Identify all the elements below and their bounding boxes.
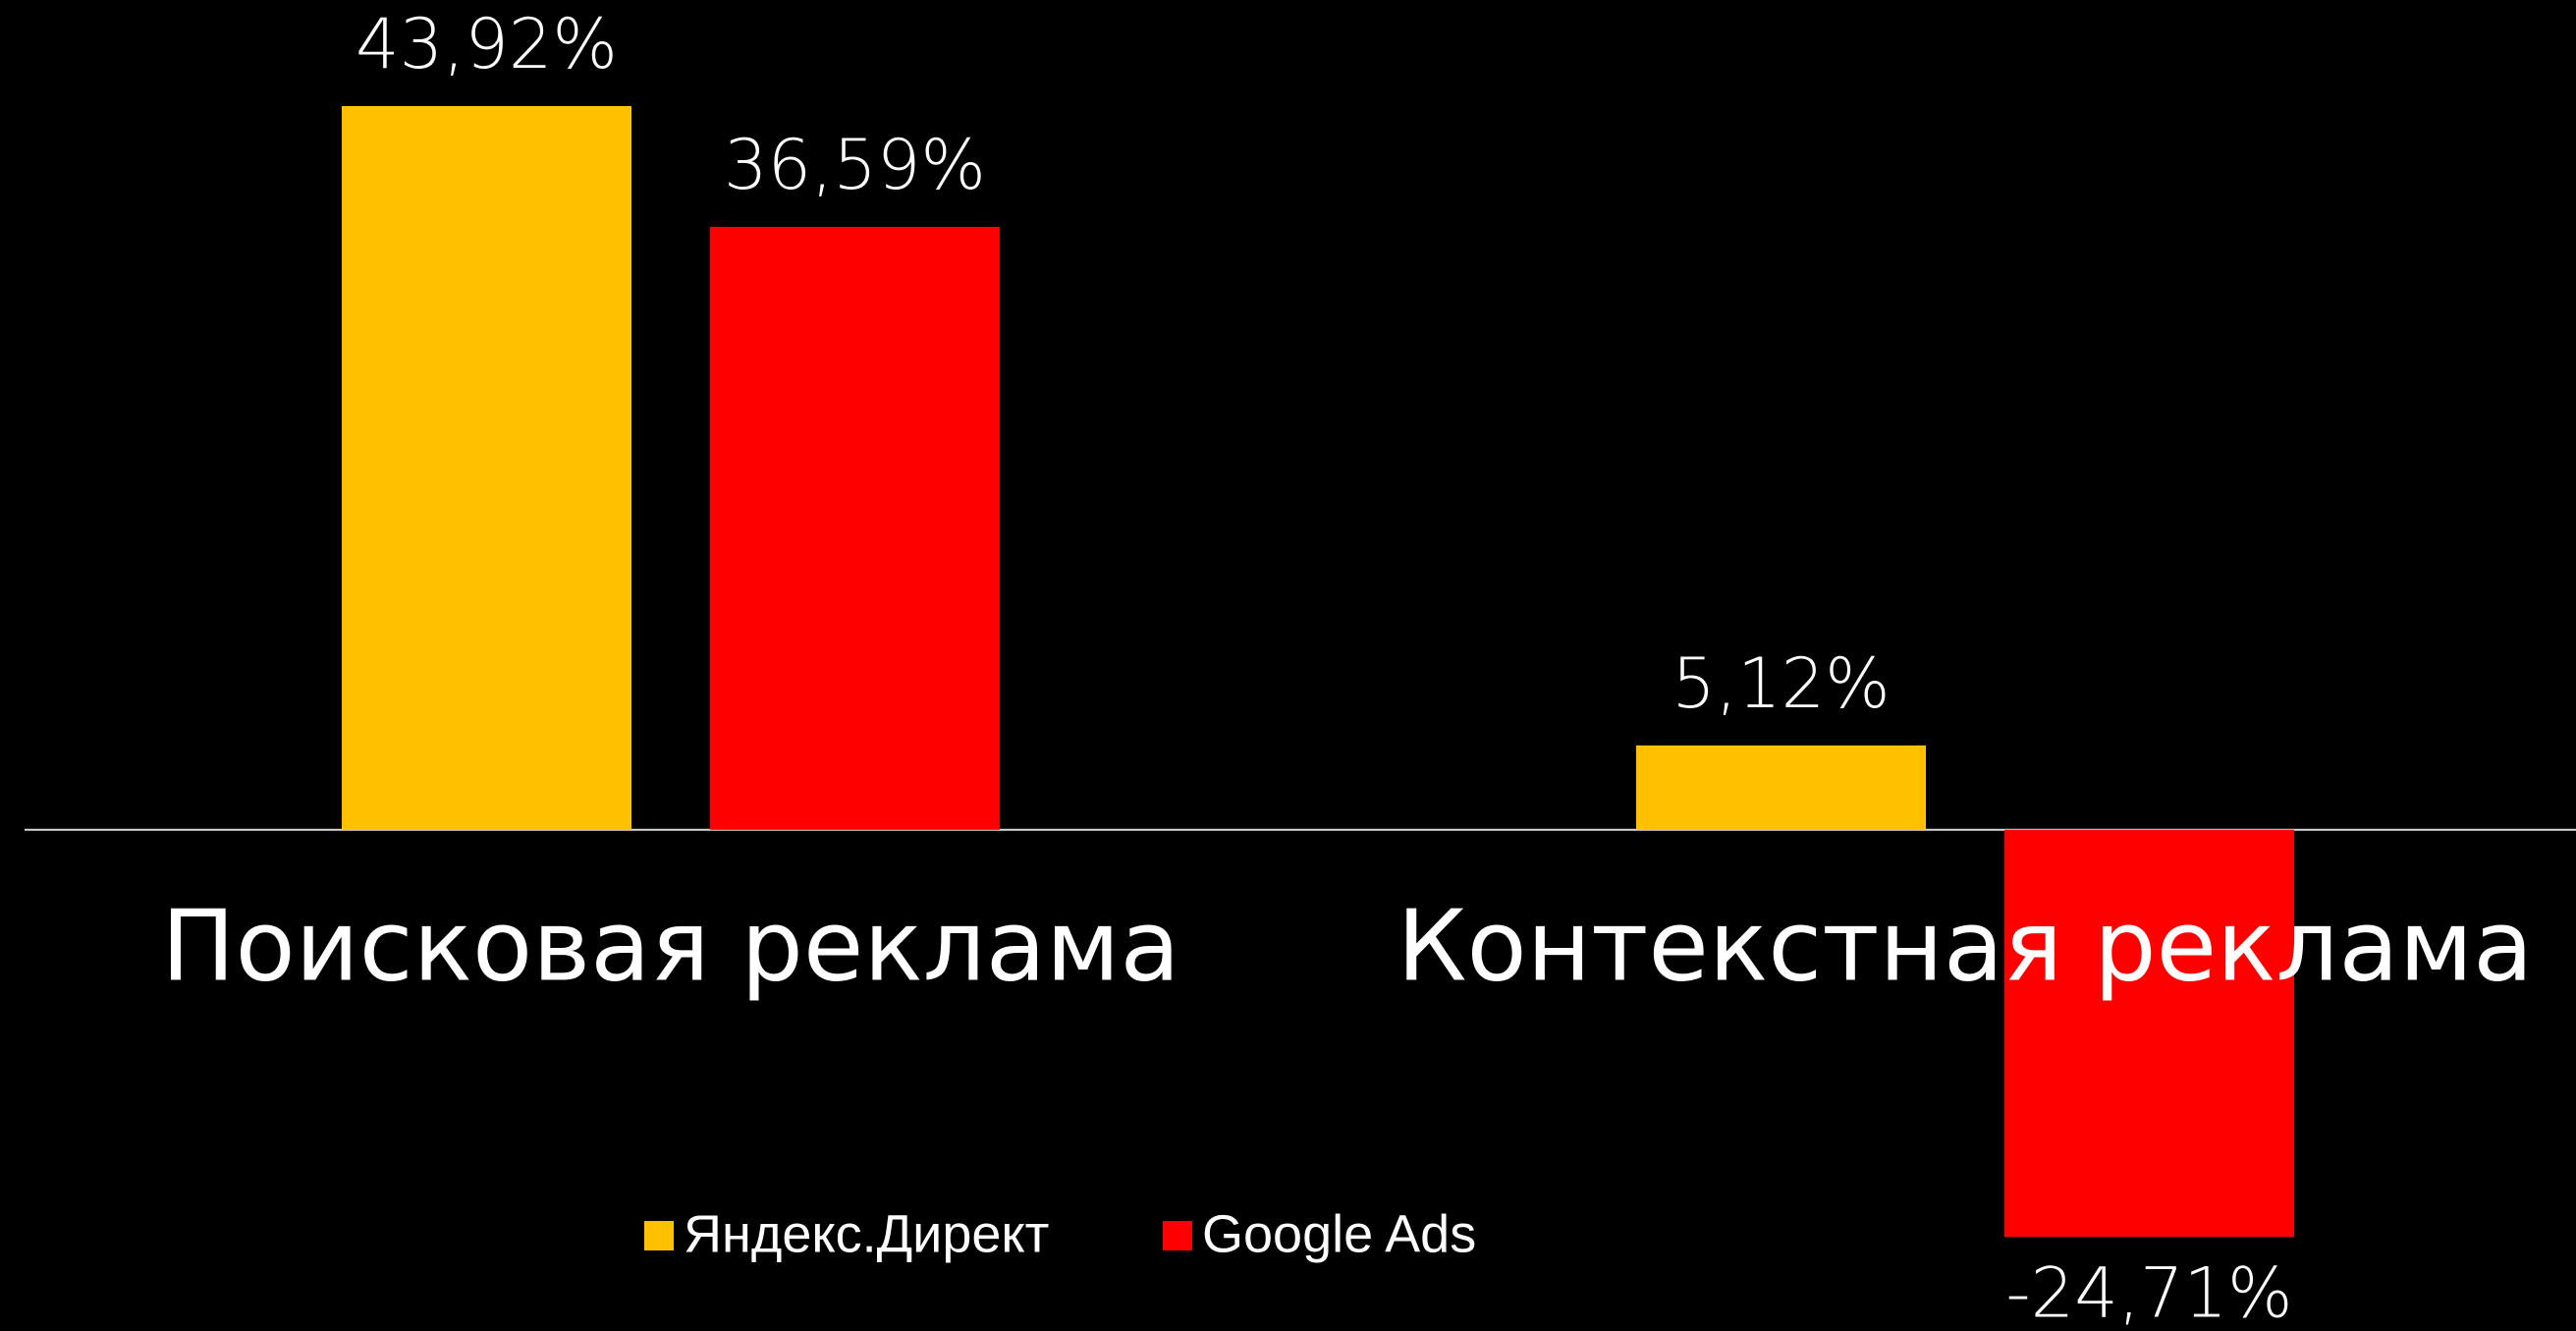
- bar: [2004, 829, 2294, 1238]
- legend-label: Яндекс.Директ: [684, 1204, 1049, 1263]
- legend-swatch: [644, 1221, 674, 1250]
- value-label: 36,59%: [724, 125, 986, 205]
- value-label: 5,12%: [1672, 643, 1890, 724]
- legend-swatch: [1163, 1221, 1192, 1250]
- value-label: -24,71%: [2005, 1252, 2292, 1331]
- bar: [710, 226, 1000, 830]
- value-label: 43,92%: [356, 4, 618, 84]
- category-label: Контекстная реклама: [1398, 888, 2534, 1003]
- category-label: Поисковая реклама: [161, 888, 1179, 1003]
- bar: [1636, 745, 1926, 830]
- bar: [342, 105, 631, 830]
- legend-label: Google Ads: [1202, 1204, 1476, 1263]
